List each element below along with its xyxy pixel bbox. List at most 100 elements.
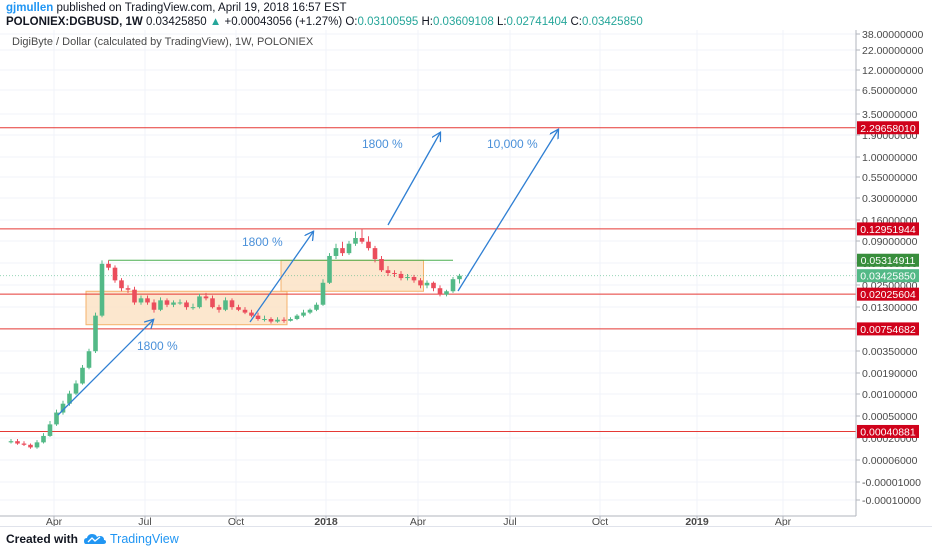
level-price-labels: 2.29658010 0.12951944 0.05314911 0.02025604… bbox=[857, 121, 919, 438]
candle-body bbox=[119, 280, 124, 289]
projection-arrow[interactable] bbox=[249, 232, 313, 323]
candle-body bbox=[184, 302, 189, 308]
y-tick-label: 22.00000000 bbox=[862, 45, 923, 57]
y-tick-label: 12.00000000 bbox=[862, 65, 923, 77]
high-label: H: bbox=[421, 16, 433, 28]
projection-arrow[interactable] bbox=[457, 130, 558, 292]
candle-body bbox=[138, 298, 144, 303]
level-price-tag bbox=[857, 222, 919, 236]
candle-body bbox=[450, 279, 456, 292]
candle-body bbox=[249, 312, 254, 316]
candle-body bbox=[366, 241, 371, 249]
percent-annotation[interactable]: 1800 % bbox=[137, 339, 178, 353]
candle-body bbox=[41, 435, 46, 443]
candle-body bbox=[457, 275, 462, 280]
price-chart[interactable]: 1800 % 1800 % 1800 % 10,000 % DigiByte / Do… bbox=[0, 30, 932, 526]
candle-body bbox=[444, 291, 449, 295]
symbol-label[interactable]: POLONIEX:DGBUSD, 1W bbox=[6, 16, 143, 28]
chart-header: gjmullen published on TradingView.com, A… bbox=[4, 0, 928, 30]
candle-body bbox=[99, 263, 105, 316]
candle-body bbox=[106, 263, 111, 268]
candle-body bbox=[301, 312, 306, 316]
percent-annotation[interactable]: 1800 % bbox=[362, 137, 403, 151]
x-tick-label: Apr bbox=[410, 516, 427, 526]
candle-body bbox=[359, 238, 365, 242]
y-tick-label: 0.55000000 bbox=[862, 172, 918, 184]
level-price-tag bbox=[857, 121, 919, 135]
publish-line: gjmullen published on TradingView.com, A… bbox=[6, 1, 347, 15]
candle-body bbox=[398, 273, 404, 279]
candle-body bbox=[346, 243, 352, 254]
level-price-text: 0.12951944 bbox=[860, 224, 916, 236]
y-tick-label: 0.30000000 bbox=[862, 193, 918, 205]
candle-body bbox=[210, 298, 215, 308]
x-tick-label: Oct bbox=[228, 516, 244, 526]
projection-arrows[interactable]: 1800 % 1800 % 1800 % 10,000 % bbox=[57, 130, 558, 416]
y-tick-label: 0.00190000 bbox=[862, 368, 918, 380]
candle-body bbox=[132, 289, 137, 303]
y-tick-label: 0.09000000 bbox=[862, 236, 918, 248]
level-price-tag bbox=[857, 424, 919, 438]
high-value: 0.03609108 bbox=[432, 16, 494, 28]
candle-body bbox=[333, 248, 339, 256]
candle-body bbox=[281, 319, 287, 321]
candle-body bbox=[437, 288, 443, 295]
time-axis[interactable]: Apr Jul Oct 2018 Apr Jul Oct 2019 Apr bbox=[46, 516, 792, 526]
level-price-tag bbox=[857, 253, 919, 267]
candle-body bbox=[385, 270, 391, 273]
ohlc-line: POLONIEX:DGBUSD, 1W 0.03425850 ▲ +0.0004… bbox=[6, 15, 643, 29]
candle-body bbox=[379, 259, 384, 271]
close-label: C: bbox=[570, 16, 583, 28]
y-tick-label: 1.00000000 bbox=[862, 152, 918, 164]
open-value: 0.03100595 bbox=[357, 16, 419, 28]
level-price-tag bbox=[857, 322, 919, 336]
candle-body bbox=[236, 307, 241, 310]
candle-body bbox=[190, 307, 196, 309]
projection-arrow[interactable] bbox=[387, 133, 440, 226]
candle-body bbox=[307, 309, 313, 313]
last-price: 0.03425850 bbox=[145, 16, 207, 28]
horizontal-levels[interactable] bbox=[0, 127, 856, 432]
candle-body bbox=[372, 248, 378, 260]
candle-body bbox=[47, 424, 53, 436]
close-value: 0.03425850 bbox=[582, 16, 643, 28]
candle-body bbox=[112, 267, 118, 281]
created-with-text: Created with bbox=[6, 532, 79, 546]
y-tick-label: -0.00010000 bbox=[862, 495, 921, 507]
candle-body bbox=[86, 351, 92, 368]
candle-body bbox=[255, 315, 261, 319]
y-tick-label: 38.00000000 bbox=[862, 30, 923, 41]
x-tick-label: Oct bbox=[592, 516, 608, 526]
candle-body bbox=[67, 393, 72, 404]
candle-body bbox=[223, 300, 228, 310]
level-price-text: 0.05314911 bbox=[861, 255, 916, 267]
tradingview-brand[interactable]: TradingView bbox=[110, 532, 179, 546]
percent-annotation[interactable]: 1800 % bbox=[242, 235, 283, 249]
candle-body bbox=[294, 315, 300, 319]
current-price-tag bbox=[857, 269, 919, 283]
candle-body bbox=[411, 277, 417, 281]
candle-body bbox=[93, 315, 98, 352]
candle-body bbox=[151, 302, 157, 310]
plot-area bbox=[0, 30, 856, 516]
candle-body bbox=[145, 298, 150, 303]
tradingview-cloud-icon[interactable] bbox=[84, 533, 106, 545]
projection-arrow[interactable] bbox=[57, 320, 153, 416]
candle-body bbox=[424, 282, 430, 286]
y-tick-label: 0.00006000 bbox=[862, 455, 918, 467]
candlesticks bbox=[8, 228, 462, 449]
percent-annotation[interactable]: 10,000 % bbox=[487, 137, 538, 151]
x-tick-label: 2018 bbox=[314, 516, 338, 526]
x-tick-label: Jul bbox=[503, 516, 516, 526]
author-link[interactable]: gjmullen bbox=[6, 2, 54, 14]
low-value: 0.02741404 bbox=[506, 16, 568, 28]
candle-body bbox=[216, 307, 222, 310]
candle-body bbox=[197, 296, 202, 308]
candle-body bbox=[229, 300, 235, 308]
candle-body bbox=[242, 309, 248, 313]
candle-body bbox=[177, 302, 183, 304]
candle-body bbox=[158, 300, 163, 310]
candle-body bbox=[353, 238, 358, 244]
candle-body bbox=[405, 277, 410, 279]
candle-body bbox=[171, 302, 176, 305]
